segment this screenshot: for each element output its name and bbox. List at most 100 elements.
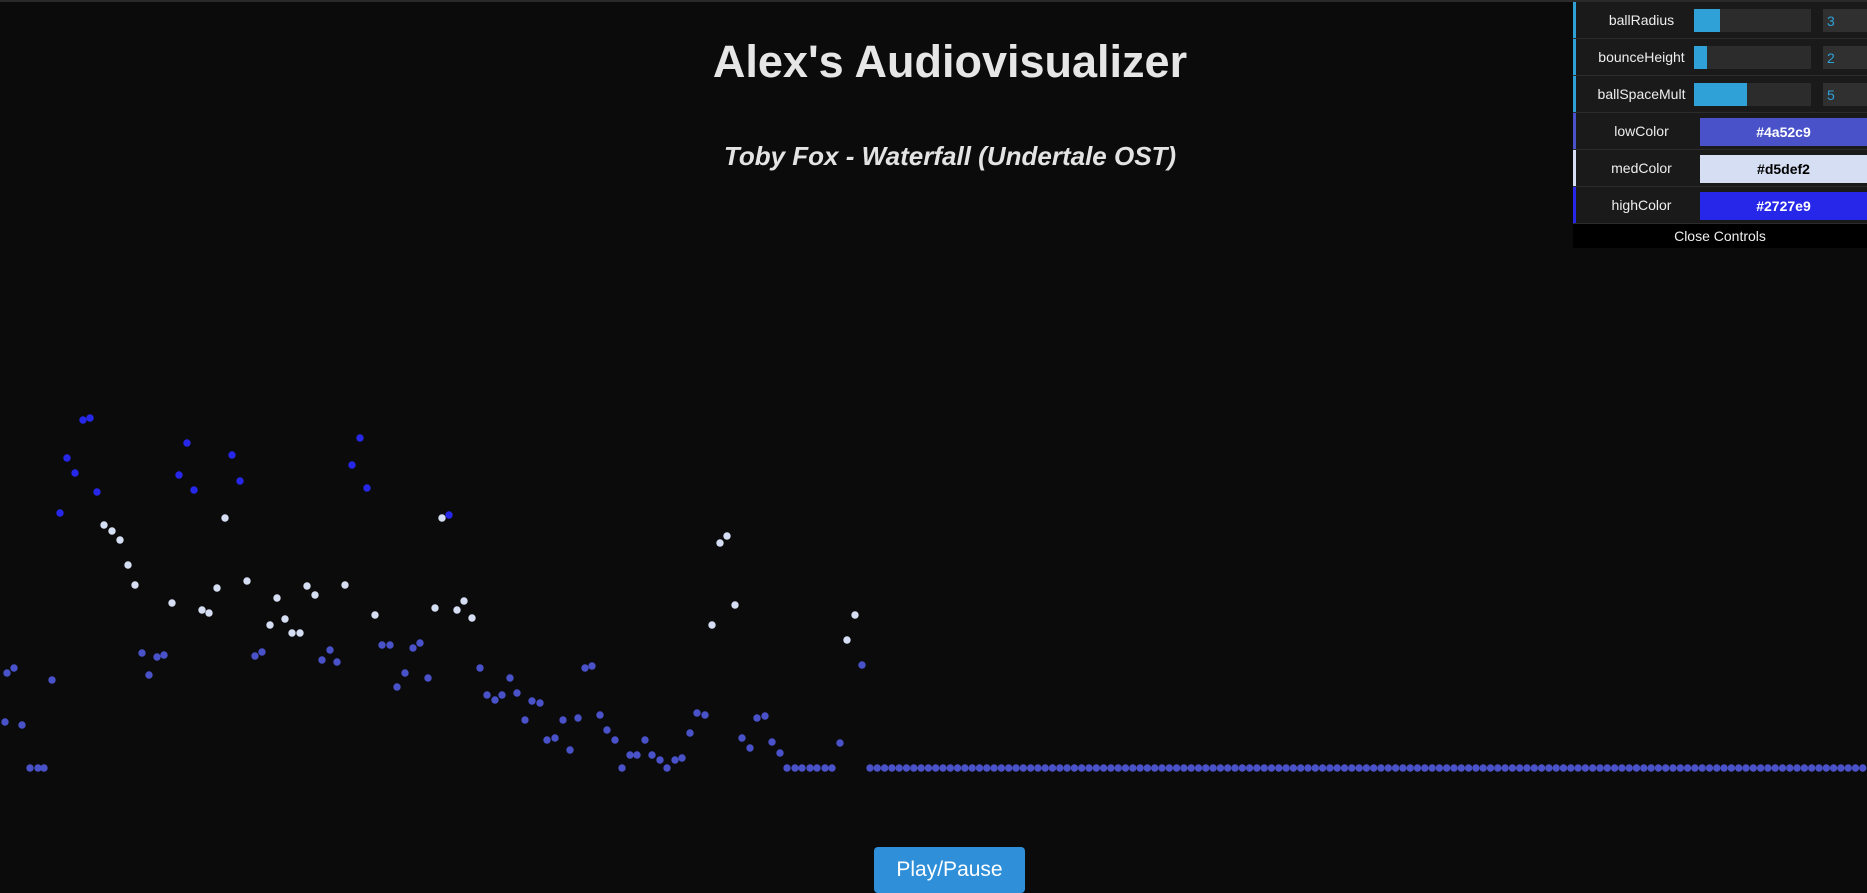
visualizer-ball xyxy=(1545,764,1553,772)
visualizer-ball xyxy=(939,764,947,772)
visualizer-ball xyxy=(1143,764,1152,772)
visualizer-ball xyxy=(1019,764,1027,772)
visualizer-ball xyxy=(1151,764,1159,772)
visualizer-ball xyxy=(1486,764,1495,772)
visualizer-ball xyxy=(1472,764,1480,772)
visualizer-ball xyxy=(79,416,87,424)
visualizer-ball xyxy=(48,676,56,684)
visualizer-ball xyxy=(1005,764,1013,772)
visualizer-ball xyxy=(633,751,641,759)
visualizer-ball xyxy=(116,536,124,544)
visualizer-ball xyxy=(205,609,213,617)
visualizer-ball xyxy=(1742,764,1750,772)
visualizer-ball xyxy=(1559,764,1568,772)
visualizer-ball xyxy=(1596,764,1604,772)
visualizer-ball xyxy=(813,764,821,772)
visualizer-ball xyxy=(460,597,468,605)
visualizer-ball xyxy=(1676,764,1685,772)
play-pause-button[interactable]: Play/Pause xyxy=(874,847,1025,893)
visualizer-ball xyxy=(543,736,551,744)
visualizer-ball xyxy=(1464,764,1473,772)
visualizer-ball xyxy=(1501,764,1509,772)
control-label: ballSpaceMult xyxy=(1597,86,1686,102)
ballradius-number-input[interactable]: 3 xyxy=(1823,9,1867,32)
visualizer-ball xyxy=(1662,764,1670,772)
visualizer-ball xyxy=(1041,764,1049,772)
visualizer-ball xyxy=(1377,764,1385,772)
visualizer-ball xyxy=(1092,764,1101,772)
ballradius-slider[interactable] xyxy=(1694,9,1811,32)
visualizer-ball xyxy=(108,527,116,535)
song-title: Toby Fox - Waterfall (Undertale OST) xyxy=(723,141,1177,171)
ballspacemult-number-input[interactable]: 5 xyxy=(1823,83,1867,106)
control-accent xyxy=(1573,113,1576,149)
controls-panel: ballRadius 3 bounceHeight 2 ballSpaceMul… xyxy=(1573,2,1867,248)
visualizer-ball xyxy=(1691,764,1699,772)
visualizer-ball xyxy=(416,639,424,647)
visualizer-ball xyxy=(1698,764,1706,772)
visualizer-ball xyxy=(828,764,836,772)
visualizer-ball xyxy=(333,658,341,666)
visualizer-ball xyxy=(738,734,746,742)
control-label: ballRadius xyxy=(1608,12,1675,28)
visualizer-ball xyxy=(768,738,776,746)
control-row-ballspacemult: ballSpaceMult 5 xyxy=(1573,76,1867,113)
visualizer-ball xyxy=(311,591,319,599)
visualizer-ball xyxy=(1494,764,1502,772)
visualizer-ball xyxy=(1844,764,1852,772)
visualizer-ball xyxy=(836,739,844,747)
visualizer-ball xyxy=(1260,764,1268,772)
control-accent xyxy=(1573,39,1576,75)
control-row-highcolor: highColor #2727e9 xyxy=(1573,187,1867,224)
visualizer-ball xyxy=(190,486,198,494)
lowcolor-picker[interactable]: #4a52c9 xyxy=(1700,118,1867,146)
visualizer-ball xyxy=(1318,764,1327,772)
visualizer-ball xyxy=(131,581,139,589)
visualizer-ball xyxy=(1479,764,1487,772)
visualizer-ball xyxy=(1267,764,1276,772)
visualizer-ball xyxy=(641,736,649,744)
visualizer-ball xyxy=(1129,764,1137,772)
visualizer-ball xyxy=(506,674,514,682)
visualizer-ball xyxy=(1063,764,1071,772)
visualizer-ball xyxy=(40,764,48,772)
visualizer-ball xyxy=(924,764,933,772)
visualizer-ball xyxy=(1231,764,1239,772)
close-controls-button[interactable]: Close Controls xyxy=(1573,224,1867,248)
highcolor-picker[interactable]: #2727e9 xyxy=(1700,192,1867,220)
visualizer-ball xyxy=(910,764,918,772)
visualizer-ball xyxy=(1245,764,1254,772)
visualizer-ball xyxy=(356,434,364,442)
bounceheight-number-input[interactable]: 2 xyxy=(1823,46,1867,69)
visualizer-ball xyxy=(431,604,439,612)
visualizer-ball xyxy=(124,561,132,569)
ballspacemult-slider[interactable] xyxy=(1694,83,1811,106)
visualizer-ball xyxy=(393,683,401,691)
visualizer-ball xyxy=(26,764,34,772)
visualizer-ball xyxy=(1370,764,1378,772)
visualizer-ball xyxy=(917,764,925,772)
medcolor-picker[interactable]: #d5def2 xyxy=(1700,155,1867,183)
visualizer-ball xyxy=(1209,764,1217,772)
visualizer-ball xyxy=(1618,764,1626,772)
visualizer-ball xyxy=(1567,764,1575,772)
bounceheight-slider[interactable] xyxy=(1694,46,1811,69)
visualizer-ball xyxy=(648,751,656,759)
visualizer-ball xyxy=(1508,764,1517,772)
visualizer-ball xyxy=(1647,764,1655,772)
visualizer-ball xyxy=(281,615,289,623)
visualizer-ball xyxy=(1516,764,1524,772)
control-accent xyxy=(1573,150,1576,186)
visualizer-ball xyxy=(483,691,491,699)
visualizer-ball xyxy=(1282,764,1290,772)
visualizer-ball xyxy=(776,749,784,757)
visualizer-ball xyxy=(1340,764,1349,772)
visualizer-ball xyxy=(288,629,296,637)
visualizer-ball xyxy=(761,712,769,720)
visualizer-ball xyxy=(378,641,386,649)
slider-fill xyxy=(1694,83,1747,106)
visualizer-ball xyxy=(491,696,499,704)
visualizer-ball xyxy=(1713,764,1721,772)
visualizer-ball xyxy=(946,764,954,772)
control-row-ballradius: ballRadius 3 xyxy=(1573,2,1867,39)
